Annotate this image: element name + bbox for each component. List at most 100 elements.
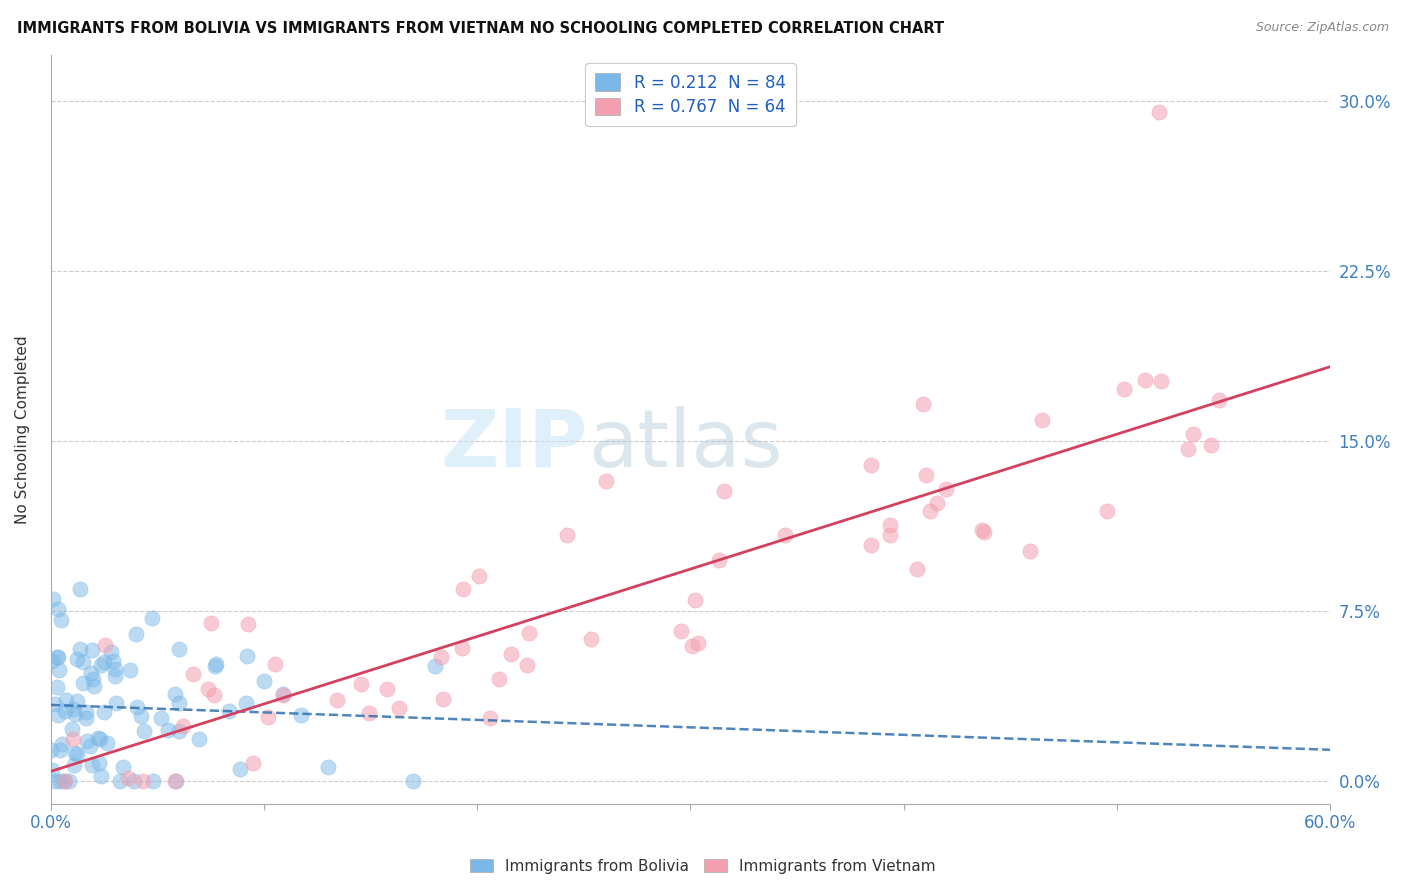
Point [918,504,941,518]
Point [48,743,70,757]
Point [100,645,122,659]
Point [579,632,602,647]
Text: Source: ZipAtlas.com: Source: ZipAtlas.com [1256,21,1389,34]
Point [103,662,125,676]
Point [326,693,349,707]
Point [973,524,995,539]
Point [75,705,97,719]
Point [94,638,117,652]
Point [478,711,501,725]
Point [60,722,83,736]
Point [66,694,89,708]
Point [63,757,86,772]
Point [55,704,77,718]
Point [1097,504,1119,518]
Point [316,760,339,774]
Point [63,706,86,721]
Point [925,496,948,510]
Point [167,642,190,657]
Point [87,731,110,745]
Point [188,732,211,747]
Point [879,517,901,532]
Legend: R = 0.212  N = 84, R = 0.767  N = 64: R = 0.212 N = 84, R = 0.767 N = 64 [585,63,796,127]
Point [290,707,312,722]
Point [75,711,97,725]
Point [72,676,94,690]
Point [55,692,77,706]
Point [132,723,155,738]
Point [499,647,522,661]
Point [141,611,163,625]
Point [48,663,70,677]
Point [104,669,127,683]
Point [63,746,86,760]
Point [879,528,901,542]
Point [46,650,69,665]
Point [1177,442,1199,457]
Point [686,636,709,650]
Point [80,665,103,680]
Point [911,397,934,411]
Point [1181,426,1204,441]
Point [197,682,219,697]
Legend: Immigrants from Bolivia, Immigrants from Vietnam: Immigrants from Bolivia, Immigrants from… [464,853,942,880]
Point [46,649,69,664]
Text: atlas: atlas [588,406,783,483]
Point [905,562,928,576]
Point [264,657,287,671]
Point [200,616,222,631]
Point [1208,393,1230,408]
Point [1150,374,1173,388]
Point [51,738,73,752]
Point [41,763,63,777]
Point [707,553,730,567]
Point [90,658,112,673]
Point [388,701,411,715]
Text: ZIP: ZIP [441,406,588,483]
Point [685,593,707,607]
Point [167,696,190,710]
Point [93,705,115,719]
Point [488,672,510,686]
Point [181,667,204,681]
Point [1112,382,1135,396]
Point [172,719,194,733]
Point [163,774,186,789]
Point [90,769,112,783]
Point [557,527,579,541]
Point [242,756,264,771]
Point [66,652,89,666]
Point [859,538,882,552]
Point [157,723,180,738]
Point [112,760,135,774]
Point [80,758,103,772]
Point [76,734,98,748]
Point [53,774,76,789]
Point [149,711,172,725]
Point [58,774,80,789]
Point [271,689,294,703]
Point [132,774,155,789]
Point [235,696,257,710]
Point [204,688,226,702]
Text: IMMIGRANTS FROM BOLIVIA VS IMMIGRANTS FROM VIETNAM NO SCHOOLING COMPLETED CORREL: IMMIGRANTS FROM BOLIVIA VS IMMIGRANTS FR… [17,21,943,36]
Point [39,743,62,757]
Point [96,737,118,751]
Point [423,658,446,673]
Point [430,649,453,664]
Point [669,624,692,638]
Point [79,739,101,754]
Point [451,640,474,655]
Point [142,774,165,789]
Point [859,458,882,473]
Point [118,663,141,677]
Point [127,699,149,714]
Point [117,771,139,785]
Point [935,482,957,496]
Point [44,698,66,712]
Point [51,613,73,627]
Point [89,731,111,746]
Point [451,582,474,596]
Point [236,617,259,632]
Point [80,643,103,657]
